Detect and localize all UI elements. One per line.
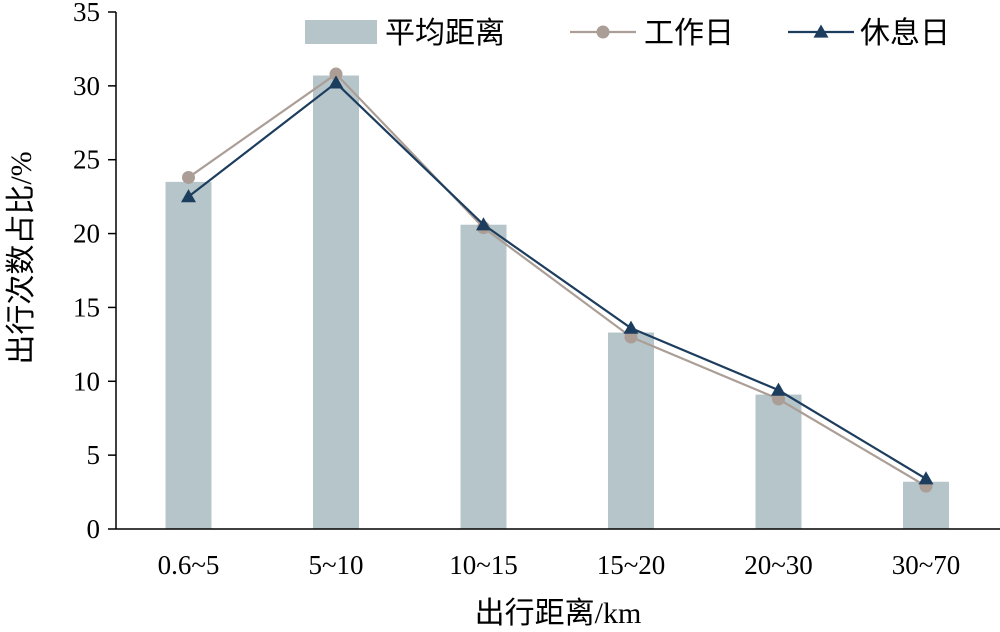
y-tick-label: 35 xyxy=(73,0,100,27)
legend-marker xyxy=(596,25,610,39)
x-tick-label: 0.6~5 xyxy=(158,550,220,580)
data-point xyxy=(476,217,491,231)
bars-layer xyxy=(165,75,949,530)
axes-layer xyxy=(115,12,1000,530)
x-tick-label: 10~15 xyxy=(449,550,518,580)
bar xyxy=(608,332,654,529)
x-tick-label: 20~30 xyxy=(744,550,813,580)
bar xyxy=(755,394,802,529)
data-point xyxy=(329,67,343,81)
legend-label: 平均距离 xyxy=(385,17,505,50)
legend-item: 休息日 xyxy=(788,17,950,50)
series-line xyxy=(187,81,927,480)
series-2 xyxy=(182,67,933,493)
x-axis-title: 出行距离/km xyxy=(475,597,642,630)
legend-label: 休息日 xyxy=(860,17,950,50)
lines-layer xyxy=(181,67,934,493)
x-tick-label: 30~70 xyxy=(892,550,961,580)
y-axis-title: 出行次数占比/% xyxy=(5,151,38,364)
y-tick-label: 25 xyxy=(73,145,100,175)
legend: 平均距离 工作日 休息日 xyxy=(305,17,950,50)
bar xyxy=(313,75,359,529)
series-3 xyxy=(181,75,934,485)
y-tick-label: 0 xyxy=(87,514,101,544)
legend-swatch xyxy=(305,20,377,44)
legend-item: 工作日 xyxy=(570,17,734,50)
x-tick-label: 15~20 xyxy=(597,550,666,580)
legend-item: 平均距离 xyxy=(305,17,505,50)
y-tick-label: 10 xyxy=(73,366,100,396)
legend-marker xyxy=(813,24,829,38)
y-tick-label: 15 xyxy=(73,292,100,322)
series-line xyxy=(187,72,927,488)
data-point xyxy=(181,189,196,203)
bar xyxy=(460,224,507,530)
data-point xyxy=(182,170,195,184)
ticks-layer: 0 5 10 15 20 25 30 35 0.6~5 5~10 10~15 15~20 20~30 30… xyxy=(73,0,960,580)
bar xyxy=(165,181,212,529)
y-tick-label: 5 xyxy=(87,440,101,470)
data-point xyxy=(328,75,344,89)
y-tick-label: 30 xyxy=(73,71,100,101)
x-tick-label: 5~10 xyxy=(308,550,363,580)
legend-label: 工作日 xyxy=(644,17,734,50)
data-point xyxy=(771,382,786,396)
y-tick-label: 20 xyxy=(73,219,100,249)
data-point xyxy=(918,471,934,485)
data-point xyxy=(623,320,639,334)
